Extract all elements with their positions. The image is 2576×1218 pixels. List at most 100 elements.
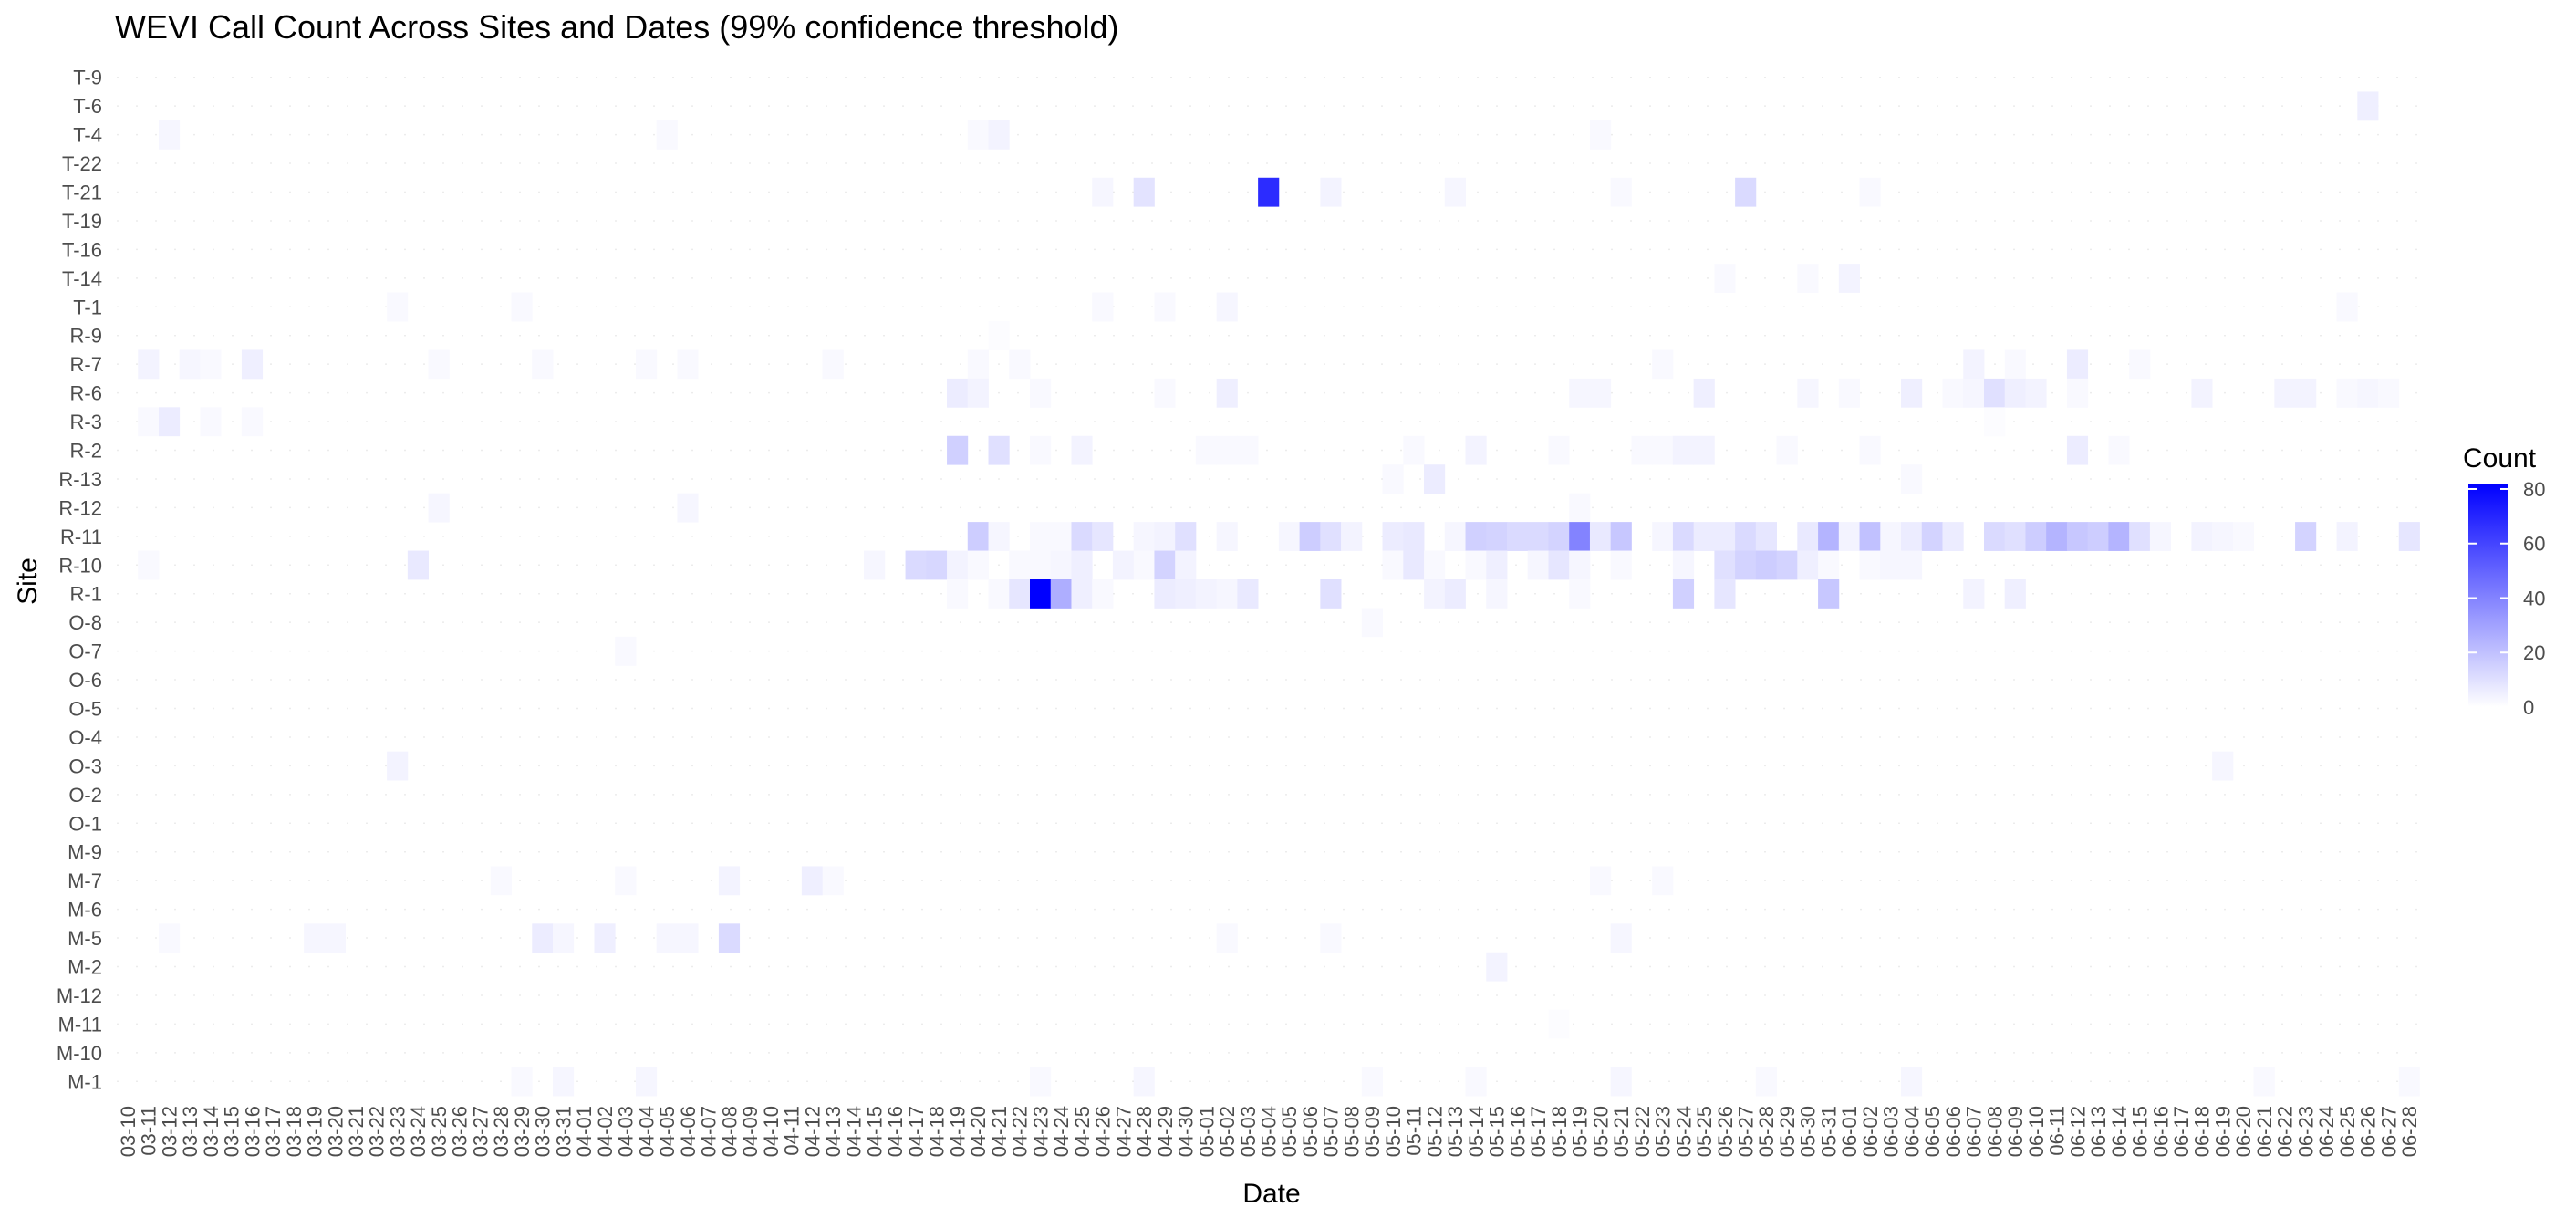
heatmap-cell	[1444, 579, 1466, 609]
x-tick-label: 06-25	[2336, 1106, 2359, 1157]
heatmap-cell	[967, 349, 989, 380]
heatmap-cell	[387, 292, 409, 322]
x-tick-label: 04-14	[843, 1106, 866, 1157]
heatmap-cell	[1216, 378, 1238, 408]
heatmap-cell	[2357, 91, 2379, 121]
heatmap-cell	[1030, 579, 1052, 609]
heatmap-cell	[988, 522, 1010, 551]
heatmap-cell	[1901, 1067, 1923, 1097]
legend-title: Count	[2463, 443, 2537, 474]
heatmap-cell	[1610, 177, 1632, 207]
x-tick-label: 05-02	[1216, 1106, 1239, 1157]
y-tick-label: T-9	[73, 67, 102, 89]
heatmap-cell	[1092, 177, 1114, 207]
heatmap-cell	[511, 1067, 533, 1097]
x-tick-label: 03-28	[490, 1106, 513, 1157]
heatmap-cell	[1672, 579, 1695, 609]
legend-tick-label: 20	[2523, 641, 2545, 664]
heatmap-cell	[1009, 579, 1031, 609]
x-tick-label: 04-25	[1071, 1106, 1094, 1157]
heatmap-cell	[967, 378, 989, 408]
x-tick-label: 05-18	[1548, 1106, 1571, 1157]
heatmap-cell	[1009, 550, 1031, 580]
heatmap-cell	[428, 349, 450, 380]
x-tick-label: 05-25	[1693, 1106, 1716, 1157]
heatmap-cell	[1154, 378, 1176, 408]
heatmap-cell	[1092, 522, 1114, 551]
x-tick-label: 06-15	[2129, 1106, 2152, 1157]
heatmap-cell	[2274, 378, 2296, 408]
heatmap-cell	[1175, 550, 1197, 580]
heatmap-cell	[1569, 378, 1591, 408]
x-axis-tick-labels: 03-1003-1103-1203-1303-1403-1503-1603-17…	[117, 1106, 2421, 1157]
heatmap-cell	[988, 321, 1010, 350]
x-tick-label: 04-29	[1154, 1106, 1177, 1157]
x-tick-label: 06-13	[2087, 1106, 2110, 1157]
heatmap-cell	[1382, 522, 1404, 551]
x-tick-label: 06-03	[1880, 1106, 1903, 1157]
x-tick-label: 03-14	[200, 1106, 223, 1157]
heatmap-cell	[1589, 120, 1612, 150]
heatmap-cell	[1216, 579, 1238, 609]
heatmap-cell	[490, 866, 512, 896]
y-tick-label: R-2	[70, 440, 102, 463]
y-tick-label: R-11	[60, 526, 102, 548]
x-tick-label: 06-01	[1838, 1106, 1861, 1157]
x-tick-label: 05-12	[1423, 1106, 1446, 1157]
heatmap-cell	[1133, 177, 1155, 207]
x-tick-label: 03-18	[283, 1106, 306, 1157]
heatmap-cell	[1216, 292, 1238, 322]
heatmap-cell	[1797, 264, 1819, 293]
y-tick-label: O-1	[68, 812, 102, 835]
x-tick-label: 04-13	[822, 1106, 845, 1157]
heatmap-cell	[1672, 435, 1695, 465]
heatmap-cell	[1444, 177, 1466, 207]
heatmap-cell	[1527, 522, 1549, 551]
x-tick-label: 04-26	[1092, 1106, 1115, 1157]
heatmap-cell	[241, 349, 264, 380]
heatmap-cell	[635, 1067, 658, 1097]
x-tick-label: 04-23	[1029, 1106, 1052, 1157]
x-tick-label: 04-07	[698, 1106, 721, 1157]
x-tick-label: 06-04	[1900, 1106, 1923, 1157]
heatmap-cell	[1714, 579, 1736, 609]
heatmap-cell	[2398, 522, 2420, 551]
heatmap-cell	[1818, 579, 1840, 609]
x-tick-label: 03-19	[304, 1106, 327, 1157]
y-tick-label: R-10	[58, 554, 102, 577]
heatmap-cell	[138, 550, 160, 580]
x-tick-label: 04-22	[1009, 1106, 1032, 1157]
heatmap-cell	[1278, 522, 1301, 551]
x-tick-label: 04-08	[718, 1106, 741, 1157]
y-tick-label: T-21	[62, 182, 102, 204]
x-tick-label: 06-24	[2315, 1106, 2338, 1157]
heatmap-cell	[138, 349, 160, 380]
heatmap-cell	[1569, 550, 1591, 580]
heatmap-cell	[1693, 522, 1715, 551]
heatmap-cell	[1071, 550, 1093, 580]
heatmap-cell	[1424, 464, 1446, 494]
heatmap-cell	[179, 349, 201, 380]
heatmap-cell	[553, 1067, 575, 1097]
heatmap-cell	[1880, 550, 1902, 580]
heatmap-cell	[1133, 550, 1155, 580]
x-tick-label: 04-15	[863, 1106, 886, 1157]
heatmap-cell	[1071, 435, 1093, 465]
x-tick-label: 03-29	[511, 1106, 534, 1157]
heatmap-cell	[967, 120, 989, 150]
heatmap-cell	[1465, 522, 1487, 551]
x-tick-label: 05-21	[1610, 1106, 1633, 1157]
x-tick-label: 04-24	[1050, 1106, 1073, 1157]
heatmap-cell	[1382, 464, 1404, 494]
heatmap-cell	[2087, 522, 2109, 551]
heatmap-cell	[1693, 435, 1715, 465]
heatmap-cell	[947, 378, 969, 408]
x-tick-label: 03-13	[179, 1106, 202, 1157]
x-tick-label: 06-09	[2004, 1106, 2027, 1157]
x-tick-label: 04-28	[1133, 1106, 1156, 1157]
gridlines	[117, 76, 2420, 1083]
x-tick-label: 04-16	[884, 1106, 907, 1157]
x-tick-label: 06-22	[2274, 1106, 2297, 1157]
x-tick-label: 05-22	[1631, 1106, 1654, 1157]
